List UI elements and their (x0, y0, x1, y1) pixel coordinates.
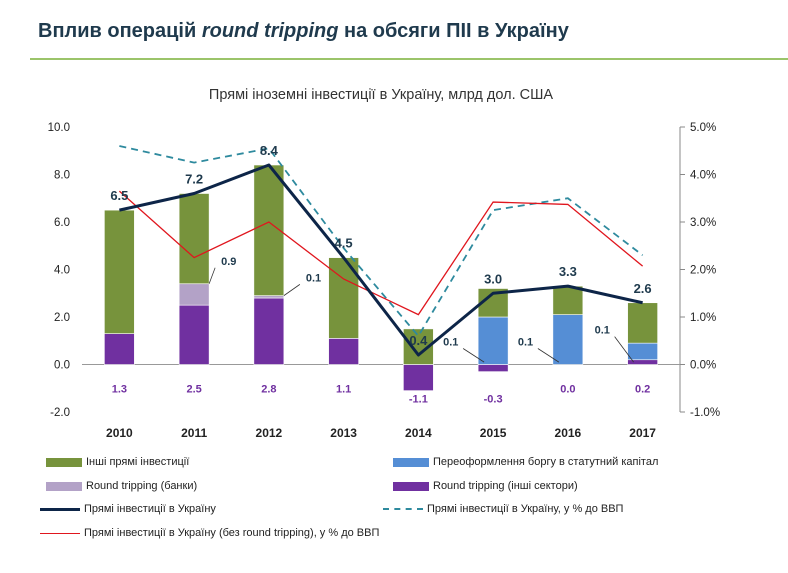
bar-other-2011 (178, 193, 210, 285)
legend-label-rt-other: Round tripping (інші сектори) (433, 480, 578, 492)
total-label-2014: 0.4 (409, 333, 428, 348)
legend-item-total: Прямі інвестиції в Україну (40, 503, 216, 515)
chart-title: Прямі іноземні інвестиції в Україну, млр… (209, 87, 553, 103)
total-label-2017: 2.6 (634, 281, 652, 296)
legend-swatch-rt-banks (46, 481, 82, 491)
page-title: Вплив операцій round tripping на обсяги … (38, 20, 569, 43)
y2-tick-label: -1.0% (690, 407, 720, 419)
bar-other-2016 (552, 285, 584, 315)
page-title-prefix: Вплив операцій (38, 20, 202, 42)
y-tick-label: 10.0 (48, 122, 70, 134)
callout-leader-2012 (283, 284, 301, 296)
bar-rt_other-2011 (178, 304, 210, 365)
callout-label-2016: 0.1 (518, 337, 533, 349)
legend-label-pct-excl: Прямі інвестиції в Україну (без round tr… (84, 527, 380, 539)
fdi-chart: Прямі іноземні інвестиції в Україну, млр… (48, 87, 720, 440)
legend-label-debt: Переоформлення боргу в статутний капітал (433, 456, 659, 468)
x-tick-label-2011: 2011 (181, 426, 207, 440)
legend-label-rt-banks: Round tripping (банки) (86, 480, 198, 492)
rt-label-2014: -1.1 (409, 394, 428, 406)
x-tick-label-2017: 2017 (629, 426, 656, 440)
x-tick-label-2016: 2016 (555, 426, 582, 440)
rt-label-2016: 0.0 (560, 384, 575, 396)
legend-swatch-total (40, 507, 80, 511)
legend-item-rt-banks: Round tripping (банки) (46, 480, 197, 492)
x-tick-label-2013: 2013 (330, 426, 357, 440)
bar-rt_other-2015 (477, 364, 509, 372)
rt-label-2017: 0.2 (635, 384, 650, 396)
callout-leader-2015 (462, 348, 485, 363)
y2-tick-label: 1.0% (690, 312, 716, 324)
callout-leader-2016 (537, 348, 560, 363)
x-tick-label-2014: 2014 (405, 426, 432, 440)
legend-label-other: Інші прямі інвестиції (86, 456, 190, 468)
bar-other-2017 (627, 302, 658, 344)
x-tick-label-2012: 2012 (256, 426, 283, 440)
y-tick-label: 4.0 (54, 265, 70, 277)
bar-debt-2016 (552, 314, 584, 365)
line-pct-gdp-excl (118, 190, 644, 316)
legend-swatch-debt (393, 457, 429, 467)
rt-label-2013: 1.1 (336, 384, 351, 396)
rt-label-2010: 1.3 (112, 384, 127, 396)
x-tick-label-2015: 2015 (480, 426, 507, 440)
callout-leader-2011 (208, 267, 216, 284)
callout-label-2011: 0.9 (221, 256, 236, 268)
bar-rt_banks-2011 (178, 283, 210, 306)
y2-tick-label: 2.0% (690, 265, 716, 277)
line-total-fdi (119, 163, 643, 357)
y-tick-label: 2.0 (54, 312, 70, 324)
legend-item-other: Інші прямі інвестиції (46, 456, 189, 468)
callout-label-2012: 0.1 (306, 272, 321, 284)
bar-rt_other-2013 (328, 338, 359, 365)
line-pct-gdp (119, 145, 644, 338)
y-tick-label: 0.0 (54, 360, 70, 372)
legend-item-pct: Прямі інвестиції в Україну, у % до ВВП (383, 503, 623, 515)
legend-label-total: Прямі інвестиції в Україну (84, 503, 216, 515)
legend-swatch-pct (383, 508, 423, 511)
y2-tick-label: 3.0% (690, 217, 716, 229)
total-label-2016: 3.3 (559, 264, 577, 279)
y-tick-label: 8.0 (54, 170, 70, 182)
callout-label-2017: 0.1 (595, 325, 610, 337)
x-tick-label-2010: 2010 (106, 426, 133, 440)
legend-item-rt-other: Round tripping (інші сектори) (393, 480, 578, 492)
bar-rt_banks-2012 (253, 295, 285, 299)
bar-rt_other-2010 (104, 333, 135, 365)
total-label-2015: 3.0 (484, 271, 502, 286)
total-label-2012: 8.4 (260, 143, 279, 158)
legend-swatch-other (46, 457, 82, 467)
legend-item-pct-excl: Прямі інвестиції в Україну (без round tr… (40, 527, 379, 539)
legend-swatch-pct-excl (40, 532, 80, 534)
bar-debt-2015 (477, 316, 509, 365)
legend-swatch-rt-other (393, 481, 429, 491)
bar-rt_other-2014 (403, 364, 434, 391)
y2-tick-label: 0.0% (690, 360, 716, 372)
callout-leader-2017 (614, 336, 634, 363)
bar-other-2010 (104, 209, 135, 334)
bar-debt-2017 (627, 342, 658, 361)
rt-label-2011: 2.5 (186, 384, 201, 396)
rt-label-2015: -0.3 (484, 394, 503, 406)
rt-label-2012: 2.8 (261, 384, 276, 396)
y-tick-label: -2.0 (50, 407, 70, 419)
y2-tick-label: 4.0% (690, 170, 716, 182)
total-label-2013: 4.5 (335, 236, 353, 251)
total-label-2010: 6.5 (110, 188, 128, 203)
callout-label-2015: 0.1 (443, 337, 458, 349)
title-divider (30, 58, 788, 60)
legend-label-pct: Прямі інвестиції в Україну, у % до ВВП (427, 503, 624, 515)
total-label-2011: 7.2 (185, 172, 203, 187)
page-title-italic: round tripping (201, 20, 339, 42)
y2-tick-label: 5.0% (690, 122, 716, 134)
page-title-suffix: на обсяги ПІІ в Україну (338, 20, 569, 42)
bar-rt_other-2012 (253, 297, 285, 365)
legend-item-debt: Переоформлення боргу в статутний капітал (393, 456, 658, 468)
y-tick-label: 6.0 (54, 217, 70, 229)
